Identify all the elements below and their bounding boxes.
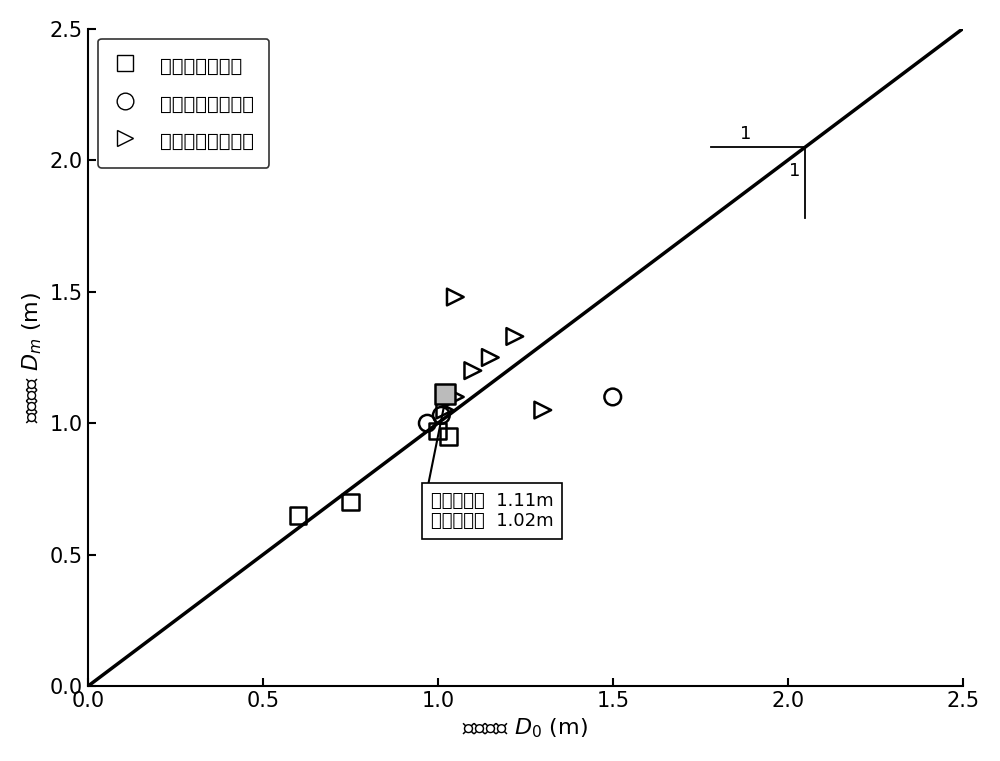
Point — [465, 365, 481, 377]
Point — [437, 388, 453, 400]
Point — [482, 352, 498, 364]
Y-axis label: 实测直径 $D_m$ (m): 实测直径 $D_m$ (m) — [21, 292, 44, 423]
Legend: 单管法工程实例, 二重管法工程实例, 三重管法工程实例: 单管法工程实例, 二重管法工程实例, 三重管法工程实例 — [98, 39, 269, 168]
Point — [507, 330, 523, 342]
Text: 1: 1 — [740, 125, 751, 143]
Point — [447, 391, 463, 403]
Point — [605, 391, 621, 403]
Point — [433, 409, 449, 422]
Point — [419, 417, 435, 429]
Text: 1: 1 — [789, 162, 800, 180]
X-axis label: 计算直径 $D_0$ (m): 计算直径 $D_0$ (m) — [462, 717, 588, 740]
Point — [437, 404, 453, 416]
Text: 实测直径：  1.11m
计算直径：  1.02m: 实测直径： 1.11m 计算直径： 1.02m — [431, 492, 553, 530]
Point — [342, 496, 358, 508]
Point — [535, 404, 551, 416]
Point — [447, 291, 463, 303]
Point — [440, 430, 456, 442]
Point — [430, 425, 446, 438]
Point — [290, 509, 306, 521]
